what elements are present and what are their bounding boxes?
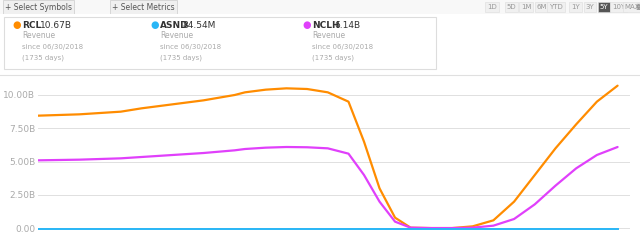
Text: NCLH: NCLH — [312, 20, 340, 30]
Text: Revenue: Revenue — [312, 31, 345, 40]
Text: + Select Symbols: + Select Symbols — [5, 3, 72, 12]
Text: + Select Metrics: + Select Metrics — [112, 3, 175, 12]
Text: ●: ● — [150, 20, 159, 30]
Text: 3Y: 3Y — [586, 4, 595, 10]
Text: 6M: 6M — [537, 4, 547, 10]
Text: ●: ● — [12, 20, 20, 30]
Text: 1Y: 1Y — [571, 4, 580, 10]
Text: 6.14B: 6.14B — [334, 20, 360, 30]
Text: since 06/30/2018: since 06/30/2018 — [22, 44, 83, 50]
Text: RCL: RCL — [22, 20, 41, 30]
Text: (1735 days): (1735 days) — [22, 55, 64, 61]
Text: ●: ● — [302, 20, 310, 30]
Text: MAX: MAX — [625, 4, 640, 10]
Text: 5Y: 5Y — [600, 4, 609, 10]
Text: 5D: 5D — [506, 4, 516, 10]
Text: ASND: ASND — [160, 20, 189, 30]
Text: YTD: YTD — [549, 4, 563, 10]
Text: 84.54M: 84.54M — [182, 20, 216, 30]
Text: (1735 days): (1735 days) — [312, 55, 354, 61]
Text: ▦: ▦ — [636, 3, 640, 12]
Text: Revenue: Revenue — [22, 31, 55, 40]
Text: 10Y: 10Y — [612, 4, 625, 10]
FancyBboxPatch shape — [4, 17, 436, 69]
Text: since 06/30/2018: since 06/30/2018 — [312, 44, 373, 50]
Text: 1D: 1D — [487, 4, 497, 10]
Text: Revenue: Revenue — [160, 31, 193, 40]
Text: 10.67B: 10.67B — [40, 20, 72, 30]
Text: 1M: 1M — [521, 4, 531, 10]
Text: (1735 days): (1735 days) — [160, 55, 202, 61]
Text: since 06/30/2018: since 06/30/2018 — [160, 44, 221, 50]
